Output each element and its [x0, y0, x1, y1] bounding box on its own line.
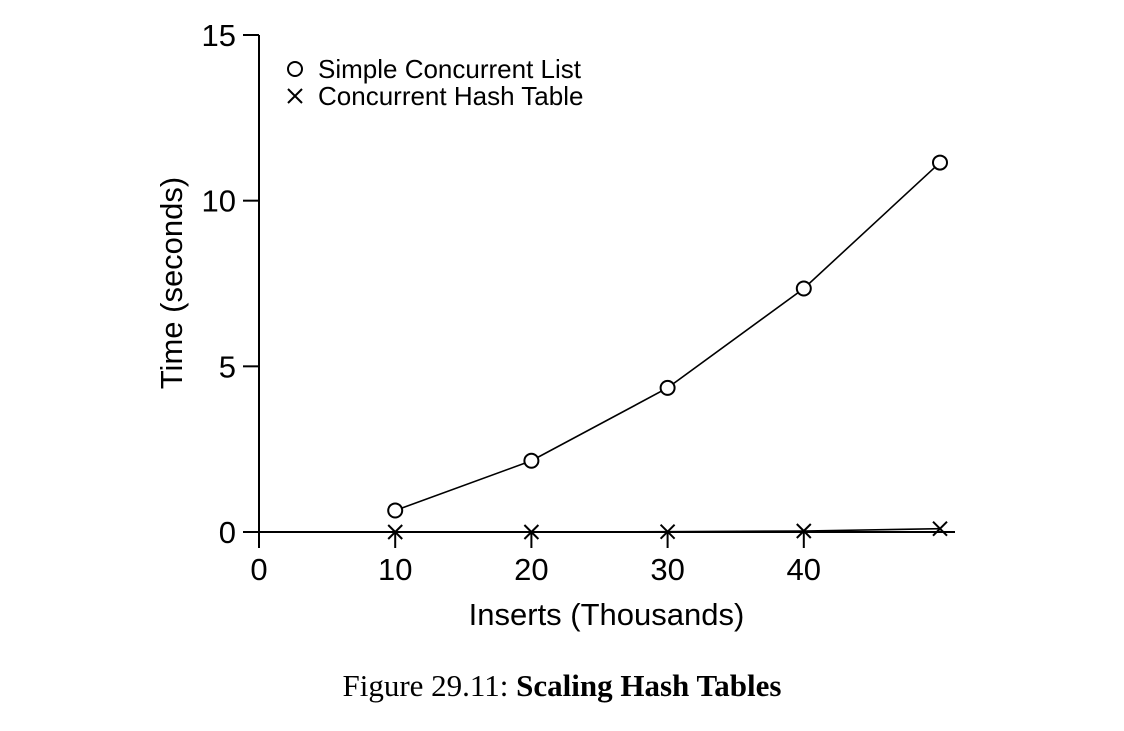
x-tick-label: 0 [250, 552, 267, 587]
x-tick-label: 30 [650, 552, 684, 587]
legend-label-1: Simple Concurrent List [318, 54, 582, 84]
data-point-1 [523, 452, 540, 469]
data-point-2 [659, 523, 676, 540]
x-tick-label: 40 [787, 552, 821, 587]
y-tick-label: 10 [202, 184, 236, 219]
legend-marker-1 [287, 61, 303, 77]
data-point-2 [932, 520, 948, 537]
data-point-1 [932, 154, 948, 171]
legend-label-2: Concurrent Hash Table [318, 81, 583, 111]
data-point-2 [796, 523, 812, 539]
caption-prefix: Figure 29.11: [342, 668, 517, 703]
data-point-1 [795, 280, 812, 297]
x-tick-label: 20 [514, 552, 548, 587]
y-tick-label: 5 [219, 349, 236, 384]
x-tick-label: 10 [378, 552, 412, 587]
data-point-2 [523, 524, 540, 540]
legend-marker-2 [287, 88, 303, 104]
y-tick-label: 0 [219, 515, 236, 550]
x-axis-title: Inserts (Thousands) [469, 597, 745, 632]
y-tick-label: 15 [202, 18, 236, 53]
caption-title: Scaling Hash Tables [516, 668, 782, 703]
figure-caption: Figure 29.11: Scaling Hash Tables [0, 668, 1124, 704]
data-point-1 [659, 379, 676, 396]
y-axis-title: Time (seconds) [154, 177, 189, 389]
data-point-2 [387, 524, 403, 540]
data-point-1 [387, 502, 404, 519]
series-line-1 [394, 161, 941, 512]
